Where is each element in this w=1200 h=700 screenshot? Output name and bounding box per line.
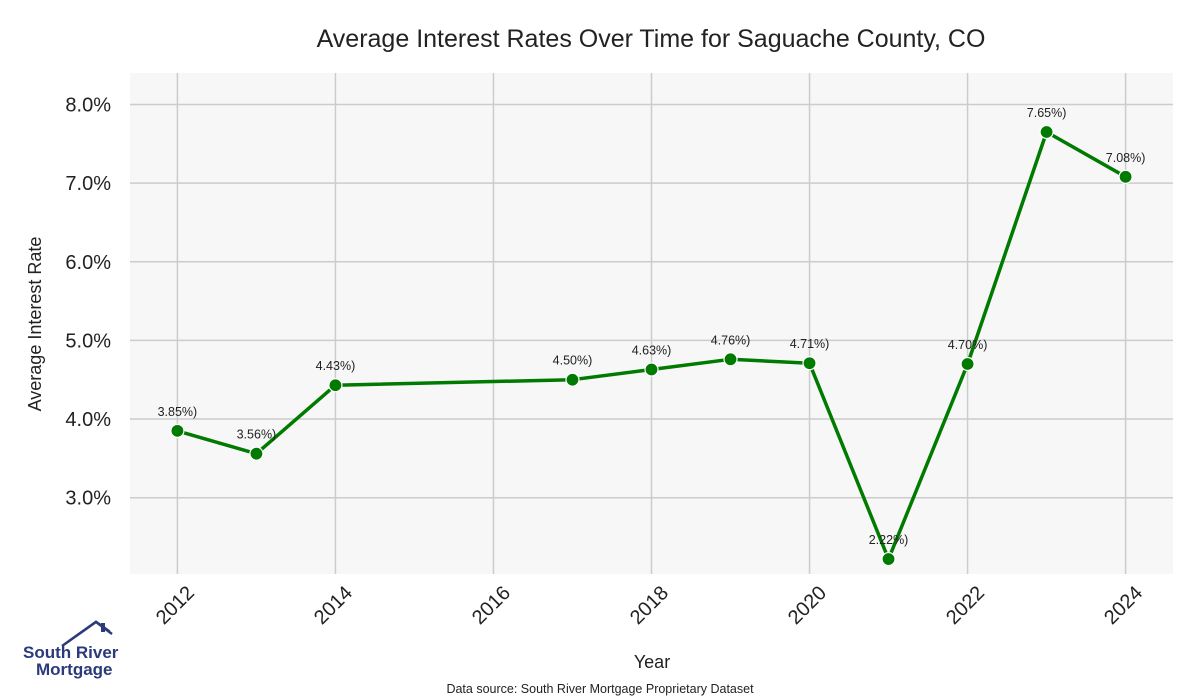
y-tick-label: 3.0% [65,488,111,510]
y-tick-label: 8.0% [65,94,111,116]
data-label: 3.56%) [237,428,277,442]
data-point [565,372,580,387]
data-label: 3.85%) [158,405,198,419]
x-tick-label: 2014 [310,582,357,629]
x-tick-label: 2016 [468,582,515,629]
x-tick-label: 2012 [152,582,199,629]
data-source-note: Data source: South River Mortgage Propri… [446,682,754,696]
y-tick-label: 5.0% [65,330,111,352]
y-tick-label: 4.0% [65,409,111,431]
grid [130,73,1173,574]
logo-text-line1: South River [23,643,119,662]
x-tick-label: 2022 [942,582,989,629]
data-point [960,356,975,372]
data-labels: 3.85%) 3.56%) 4.43%) 4.50%) 4.63%) 4.76%) 4.71… [158,106,1146,547]
data-label: 7.65%) [1027,106,1067,120]
data-label: 4.76%) [711,333,751,347]
house-roof-icon [61,620,113,648]
data-points [170,124,1133,567]
x-tick-label: 2020 [784,582,831,629]
data-point [881,551,896,567]
data-label: 4.50%) [553,354,593,368]
data-point [1039,124,1054,140]
data-label: 4.71%) [790,337,830,351]
logo-text-line2: Mortgage [36,660,113,679]
chart-title: Average Interest Rates Over Time for Sag… [317,25,986,53]
data-point [170,423,185,438]
x-tick-label: 2024 [1100,582,1147,629]
south-river-mortgage-logo: South River Mortgage [23,620,119,679]
data-label: 4.63%) [632,344,672,358]
data-point [328,378,343,393]
data-point [644,362,659,377]
y-axis-ticks: 3.0% 4.0% 5.0% 6.0% 7.0% 8.0% [65,94,111,509]
data-label: 4.43%) [316,359,356,373]
y-axis-label: Average Interest Rate [25,237,45,412]
data-label: 7.08%) [1106,151,1146,165]
y-tick-label: 6.0% [65,252,111,274]
data-point [723,352,738,367]
data-point [249,446,264,461]
x-axis-label: Year [634,652,670,672]
x-axis-ticks: 2012 2014 2016 2018 2020 2022 2024 [152,582,1147,629]
data-point [802,356,817,371]
data-point [1118,169,1133,184]
x-tick-label: 2018 [626,582,673,629]
data-label: 4.70%) [948,338,988,352]
data-label: 2.22%) [869,533,909,547]
y-tick-label: 7.0% [65,173,111,195]
